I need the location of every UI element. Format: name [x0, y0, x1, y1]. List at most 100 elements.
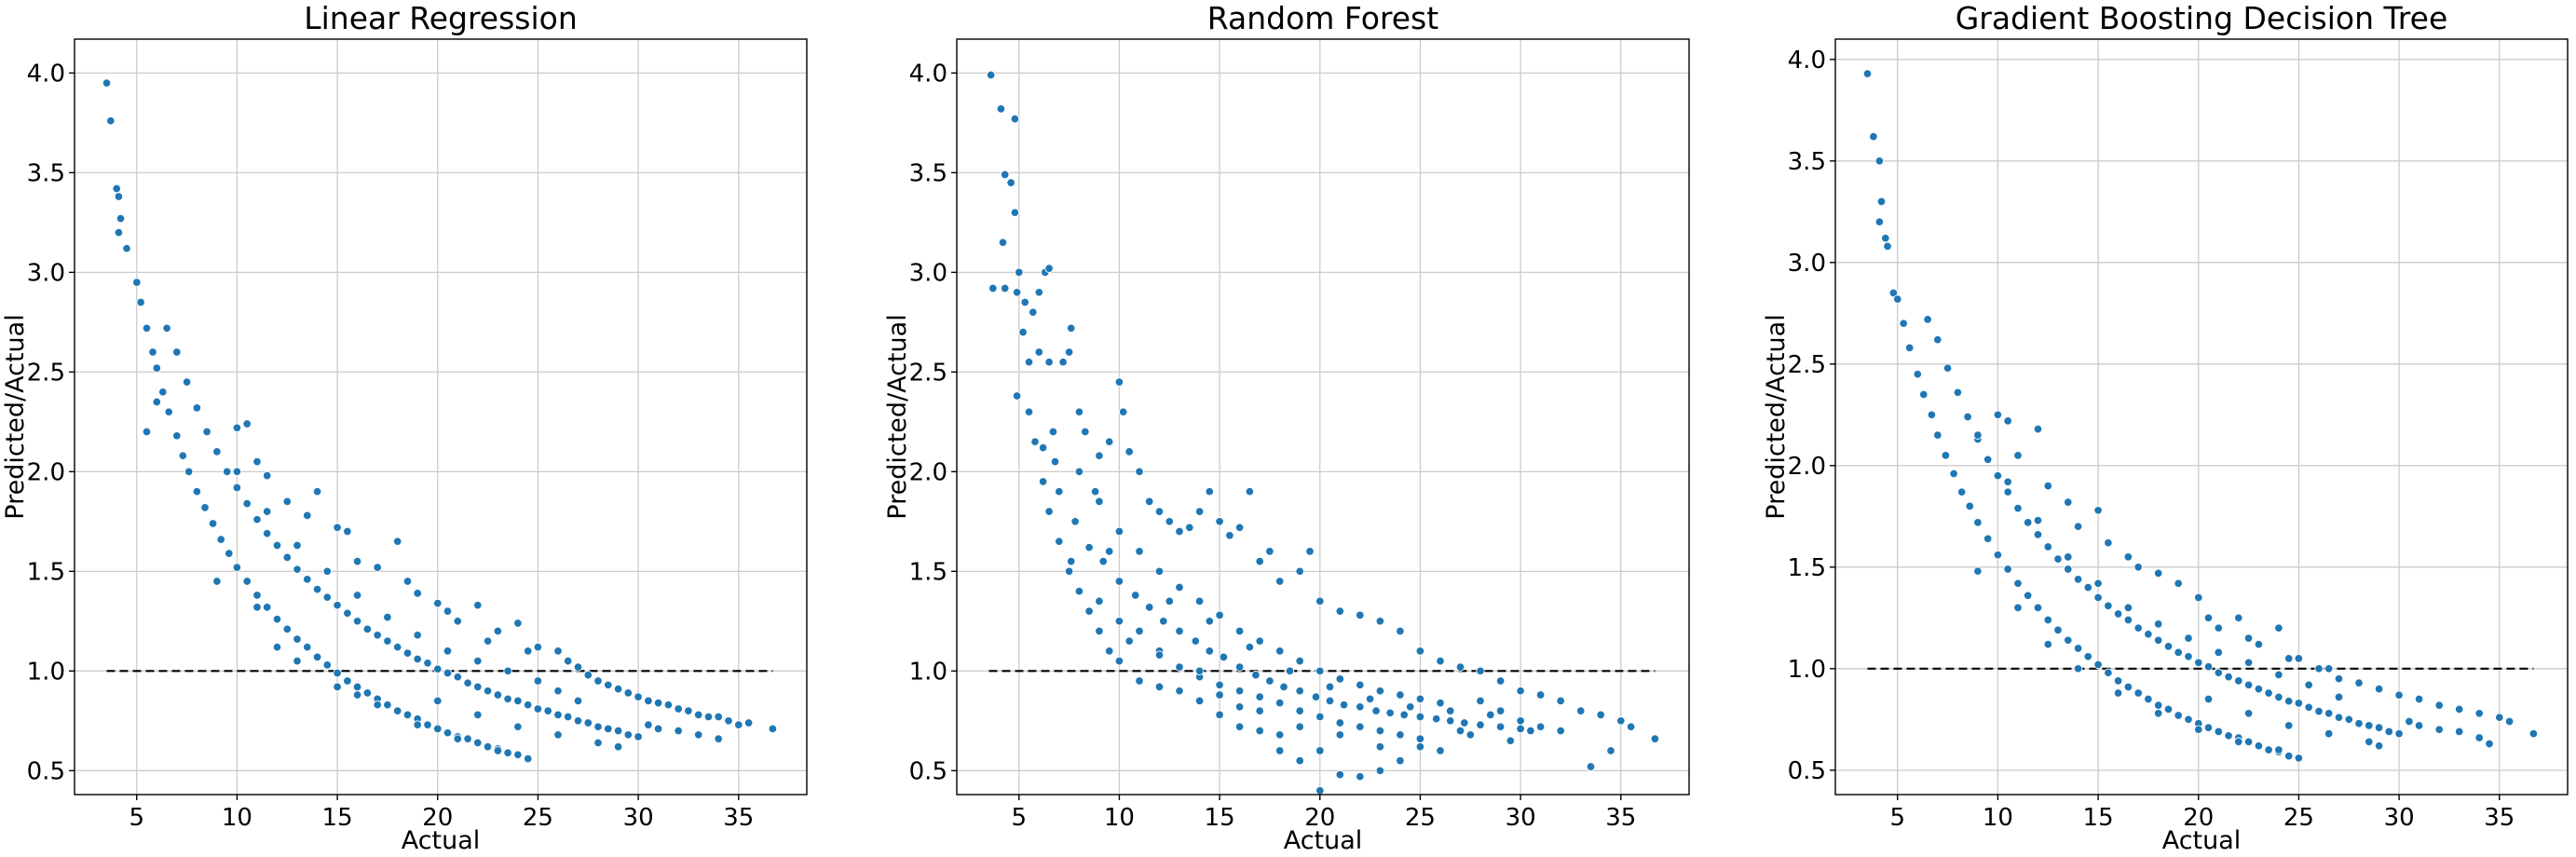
scatter-point — [225, 549, 234, 558]
scatter-point — [1415, 734, 1425, 743]
scatter-point — [2033, 424, 2043, 434]
scatter-point — [2033, 515, 2043, 525]
scatter-point — [1876, 197, 1887, 207]
scatter-point — [1295, 656, 1304, 666]
x-tick-label: 10 — [1104, 804, 1135, 832]
scatter-point — [1154, 682, 1165, 692]
y-tick-label: 0.5 — [1788, 757, 1826, 785]
scatter-point — [2224, 672, 2233, 682]
scatter-point — [1038, 442, 1048, 453]
scatter-point — [413, 589, 422, 598]
plot-area — [75, 39, 807, 795]
scatter-point — [473, 738, 483, 748]
scatter-point — [1044, 507, 1054, 516]
scatter-point — [1159, 617, 1168, 626]
scatter-point — [1356, 610, 1365, 620]
scatter-point — [1526, 726, 1535, 736]
scatter-point — [493, 626, 503, 636]
scatter-point — [2274, 670, 2283, 680]
scatter-point — [1066, 556, 1076, 566]
plot-area — [1835, 39, 2568, 795]
scatter-point — [392, 642, 402, 652]
scatter-point — [2254, 684, 2264, 694]
scatter-point — [114, 227, 124, 238]
scatter-point — [1325, 682, 1335, 692]
scatter-point — [1431, 714, 1441, 724]
scatter-point — [1315, 666, 1325, 676]
scatter-point — [322, 660, 333, 670]
scatter-point — [1024, 357, 1034, 367]
scatter-point — [1194, 666, 1205, 676]
scatter-point — [212, 447, 222, 456]
scatter-point — [2214, 668, 2224, 677]
scatter-point — [1095, 451, 1104, 460]
scatter-point — [352, 556, 362, 566]
scatter-point — [2043, 639, 2053, 649]
x-axis-label: Actual — [1284, 826, 1363, 855]
y-tick-label: 1.0 — [27, 658, 65, 686]
scatter-point — [1927, 410, 1937, 420]
scatter-point — [1973, 430, 1983, 440]
scatter-point — [1495, 706, 1506, 715]
panel-3: 5 10 15 20 25 30 35 0.5 1.0 1.5 2.0 2.5 3.0 3.5 4.0 Gra… — [1762, 0, 2569, 855]
scatter-point — [2184, 652, 2193, 661]
scatter-point — [1044, 357, 1054, 367]
scatter-point — [1038, 477, 1048, 486]
scatter-point — [392, 706, 402, 715]
scatter-point — [2043, 542, 2053, 551]
scatter-point — [1586, 762, 1596, 771]
scatter-point — [208, 519, 218, 528]
scatter-point — [998, 238, 1008, 248]
scatter-point — [1516, 686, 1525, 696]
scatter-point — [1130, 591, 1140, 600]
scatter-point — [2043, 615, 2053, 625]
scatter-point — [272, 540, 282, 551]
scatter-point — [1942, 363, 1953, 373]
scatter-series — [1862, 69, 2539, 763]
scatter-point — [293, 634, 302, 644]
scatter-point — [1305, 547, 1315, 556]
scatter-point — [563, 656, 573, 666]
scatter-point — [1175, 526, 1184, 537]
scatter-point — [2504, 716, 2515, 727]
scatter-point — [343, 608, 352, 619]
scatter-point — [1234, 686, 1245, 696]
scatter-point — [2214, 647, 2224, 658]
scatter-point — [2294, 754, 2304, 763]
scatter-point — [2093, 578, 2103, 589]
scatter-point — [523, 646, 533, 656]
scatter-point — [2243, 709, 2254, 718]
scatter-point — [232, 467, 242, 477]
scatter-point — [1234, 523, 1245, 533]
scatter-point — [2064, 635, 2073, 646]
scatter-point — [2354, 678, 2364, 687]
scatter-point — [2243, 658, 2254, 668]
scatter-point — [1953, 388, 1963, 398]
scatter-point — [1255, 636, 1264, 646]
scatter-point — [1295, 722, 1304, 731]
scatter-point — [453, 672, 463, 682]
scatter-point — [1436, 746, 1445, 755]
scatter-point — [2013, 451, 2023, 460]
y-tick-label: 3.0 — [1788, 250, 1826, 278]
x-tick-label: 15 — [322, 804, 353, 832]
scatter-point — [303, 510, 312, 521]
scatter-point — [1245, 642, 1255, 652]
scatter-point — [634, 692, 643, 701]
scatter-point — [2203, 723, 2214, 732]
scatter-point — [2254, 741, 2264, 751]
scatter-point — [433, 724, 443, 734]
scatter-point — [2243, 633, 2254, 643]
scatter-point — [132, 278, 142, 287]
scatter-point — [1124, 636, 1134, 646]
scatter-point — [1265, 676, 1274, 686]
scatter-point — [2214, 727, 2224, 737]
scatter-point — [2294, 699, 2304, 708]
scatter-point — [443, 668, 453, 678]
scatter-point — [2283, 721, 2294, 730]
scatter-point — [1965, 501, 1975, 511]
scatter-point — [402, 648, 413, 658]
scatter-point — [312, 652, 322, 662]
y-tick-label: 4.0 — [909, 60, 947, 88]
